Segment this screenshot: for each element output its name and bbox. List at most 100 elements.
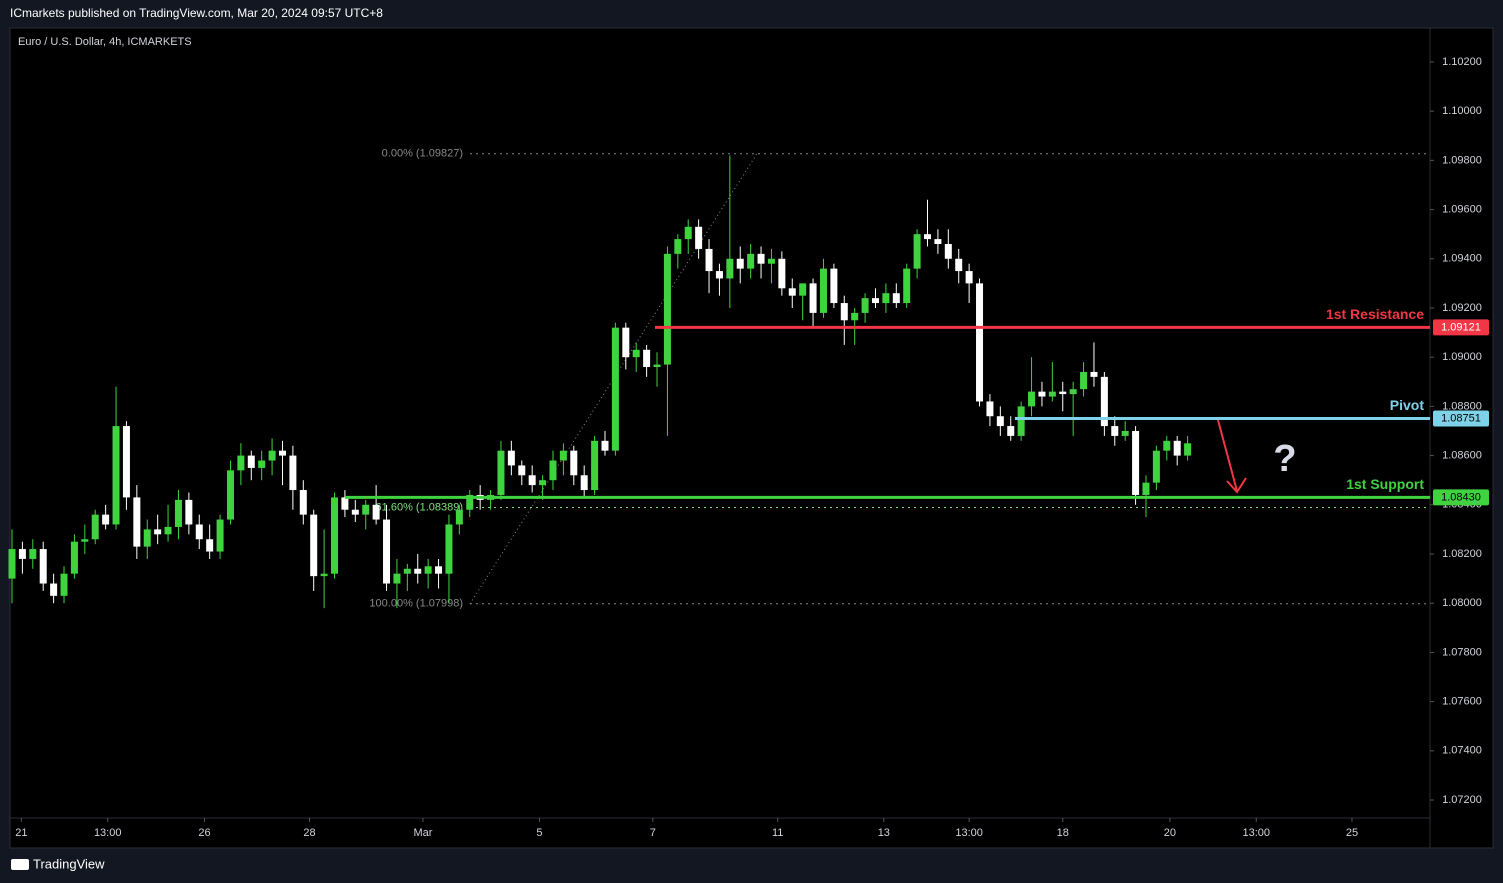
- candle-body: [122, 426, 130, 498]
- candle-body: [226, 470, 234, 520]
- candle-body: [258, 460, 266, 468]
- price-badge-label: 1.09121: [1441, 321, 1481, 333]
- fib-label: 100.00% (1.07998): [369, 598, 463, 610]
- y-tick-label: 1.07400: [1442, 745, 1482, 757]
- y-tick-label: 1.08200: [1442, 548, 1482, 560]
- arrow: [1217, 419, 1247, 494]
- candle-body: [216, 519, 224, 552]
- candle-body: [1090, 371, 1098, 377]
- candle-body: [840, 303, 848, 321]
- candle-body: [622, 327, 630, 358]
- candle-body: [809, 283, 817, 313]
- candle-body: [102, 514, 110, 525]
- price-badge-label: 1.08430: [1441, 491, 1481, 503]
- x-tick-label: 28: [303, 827, 315, 839]
- candle-body: [539, 480, 547, 486]
- candle-body: [757, 253, 765, 264]
- candle-body: [435, 566, 443, 574]
- y-tick-label: 1.08600: [1442, 449, 1482, 461]
- brand: TradingView: [33, 856, 105, 871]
- y-tick-label: 1.08800: [1442, 400, 1482, 412]
- candle-body: [819, 268, 827, 313]
- candle-body: [1121, 430, 1129, 436]
- candle-body: [924, 234, 932, 240]
- level-name: 1st Resistance: [1326, 306, 1424, 322]
- candle-body: [830, 268, 838, 304]
- candle-body: [393, 573, 401, 584]
- candle-body: [1069, 389, 1077, 395]
- x-tick-label: 25: [1346, 827, 1358, 839]
- candle-body: [570, 450, 578, 476]
- candle-body: [976, 283, 984, 402]
- candle-body: [611, 327, 619, 451]
- candle-body: [497, 450, 505, 495]
- candle-body: [986, 401, 994, 417]
- candle-body: [247, 455, 255, 468]
- candle-body: [1007, 426, 1015, 436]
- candle-body: [60, 573, 68, 596]
- candle-body: [580, 475, 588, 491]
- candle-body: [799, 283, 807, 296]
- candle-body: [154, 529, 162, 535]
- candle-body: [913, 234, 921, 269]
- x-tick-label: 20: [1164, 827, 1176, 839]
- candle-body: [1080, 371, 1088, 390]
- price-badge-label: 1.08751: [1441, 412, 1481, 424]
- y-tick-label: 1.10200: [1442, 56, 1482, 68]
- price-badge: [1433, 410, 1489, 427]
- candle-body: [1100, 376, 1108, 427]
- y-tick-label: 1.09000: [1442, 351, 1482, 363]
- x-tick-label: 18: [1057, 827, 1069, 839]
- candle-body: [715, 271, 723, 279]
- candle-body: [663, 253, 671, 365]
- x-tick-label: 26: [198, 827, 210, 839]
- candle-body: [684, 226, 692, 240]
- y-tick-label: 1.07200: [1442, 794, 1482, 806]
- candle-body: [632, 349, 640, 358]
- candle-body: [1111, 426, 1119, 436]
- candle-body: [18, 549, 26, 559]
- candle-body: [268, 450, 276, 461]
- candle-body: [705, 248, 713, 272]
- candle-body: [934, 239, 942, 245]
- candle-body: [331, 497, 339, 574]
- x-tick-label: Mar: [413, 827, 432, 839]
- y-tick-label: 1.09400: [1442, 253, 1482, 265]
- candle-body: [559, 450, 567, 461]
- candle-body: [403, 568, 411, 574]
- candle-body: [29, 549, 37, 559]
- candle-body: [549, 460, 557, 481]
- candle-body: [726, 258, 734, 279]
- candle-body: [1038, 391, 1046, 397]
- candle-body: [747, 253, 755, 269]
- candle-body: [133, 497, 141, 547]
- candle-body: [320, 573, 328, 577]
- candle-body: [1132, 430, 1140, 495]
- candle-body: [767, 258, 775, 264]
- y-tick-label: 1.09800: [1442, 154, 1482, 166]
- candle-body: [466, 494, 474, 510]
- candle-body: [965, 271, 973, 284]
- candle-body: [955, 258, 963, 272]
- candle-body: [1048, 391, 1056, 397]
- fib-trend: [469, 153, 758, 604]
- candle-body: [112, 426, 120, 525]
- candle-body: [601, 440, 609, 451]
- candle-body: [1017, 406, 1025, 436]
- candle-body: [372, 504, 380, 520]
- fib-label: 0.00% (1.09827): [382, 148, 463, 160]
- candle-body: [851, 312, 859, 321]
- candle-body: [143, 529, 151, 547]
- candle-body: [455, 509, 463, 525]
- candle-body: [185, 499, 193, 525]
- candle-body: [861, 298, 869, 313]
- candle-body: [643, 349, 651, 368]
- fib-label: 61.60% (1.08389): [376, 501, 463, 513]
- candle-body: [518, 465, 526, 476]
- candle-body: [1152, 450, 1160, 483]
- y-tick-label: 1.07600: [1442, 696, 1482, 708]
- x-tick-label: 13: [878, 827, 890, 839]
- candle-body: [882, 293, 890, 304]
